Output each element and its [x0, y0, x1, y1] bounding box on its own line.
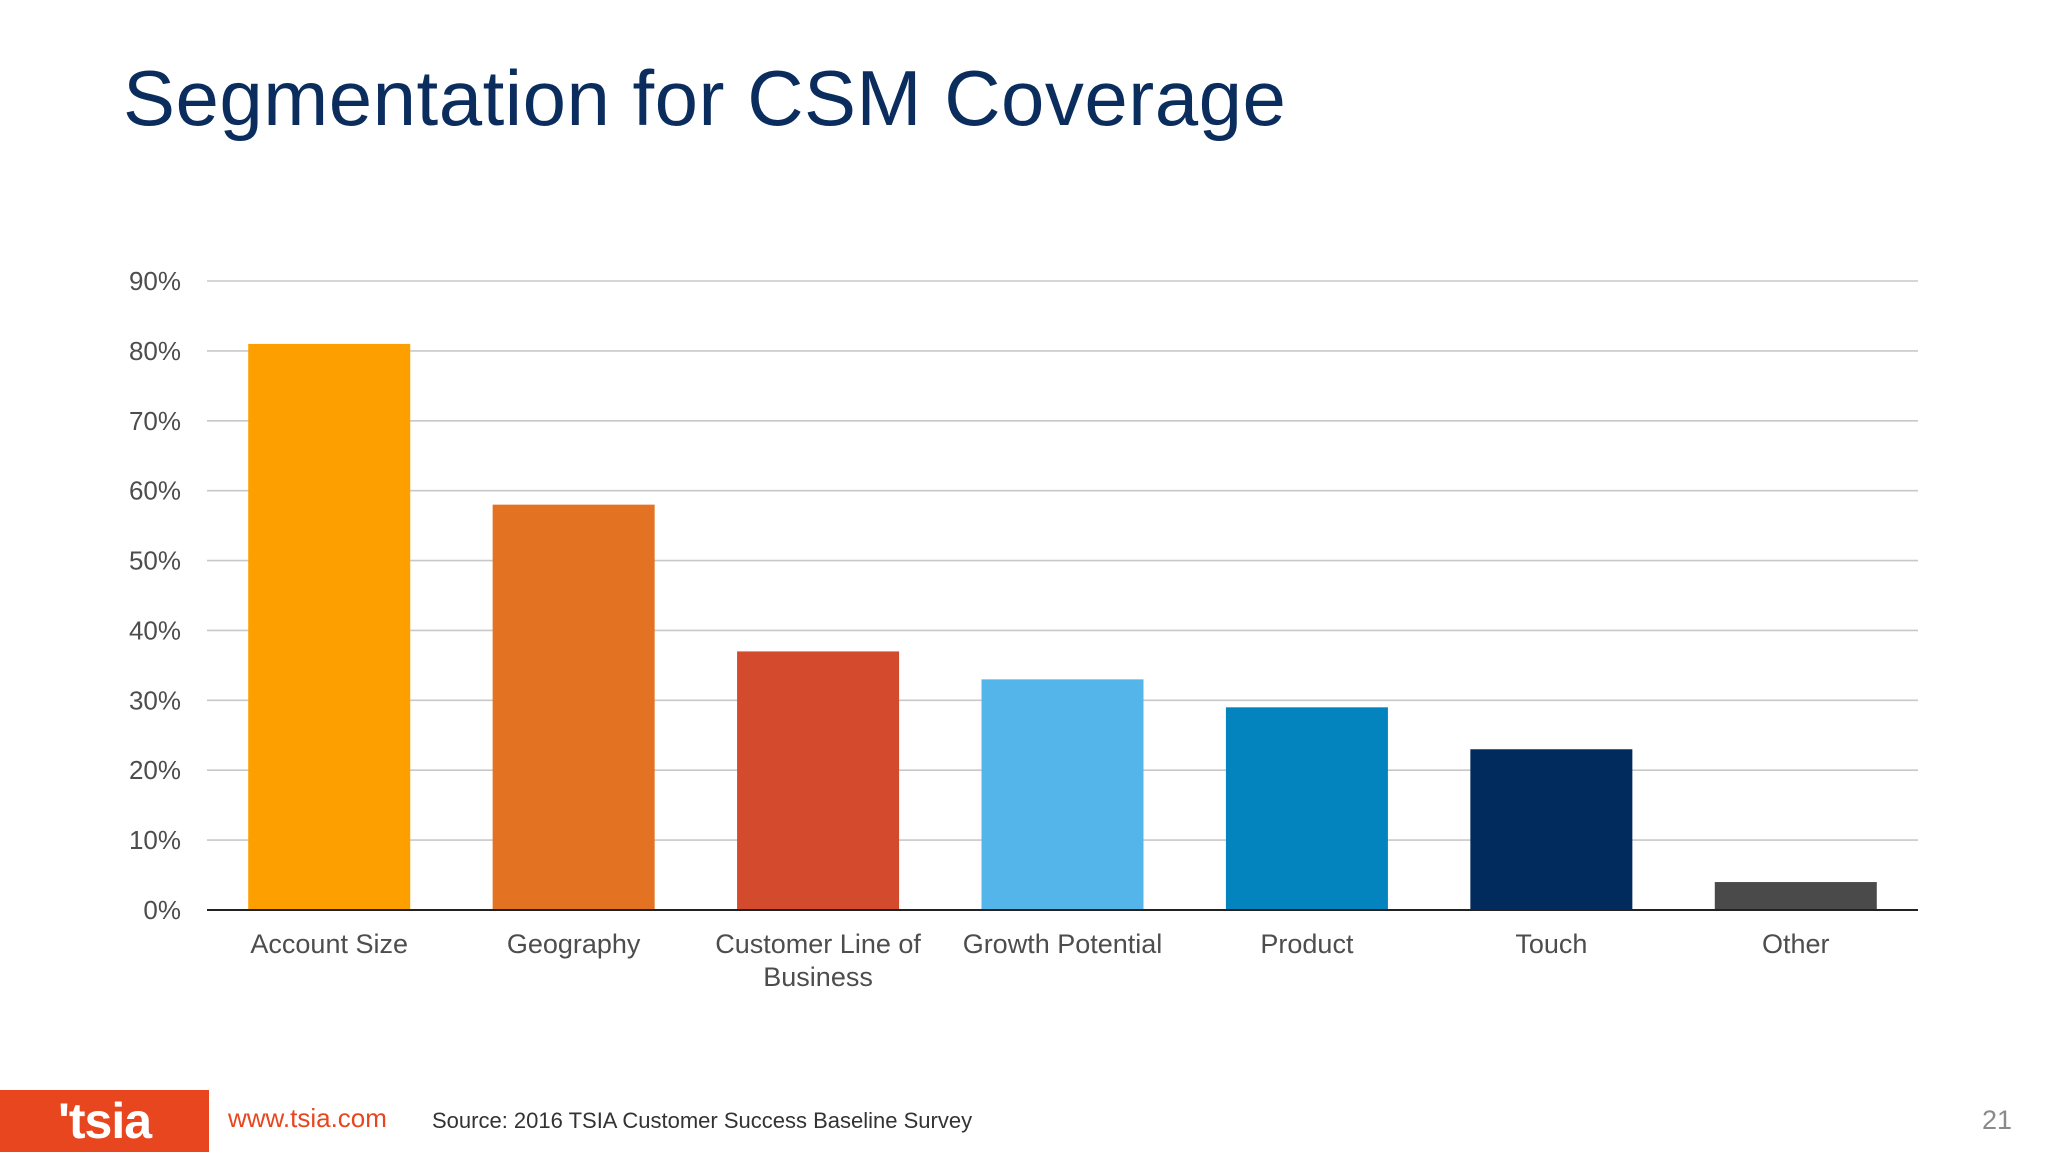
footer-url-link[interactable]: www.tsia.com: [228, 1103, 387, 1133]
chart-y-axis-labels: 0% 10% 20% 30% 40% 50% 60% 70% 80% 90%: [129, 266, 181, 925]
x-tick-label: Other: [1762, 929, 1830, 959]
y-tick-label: 20%: [129, 755, 181, 785]
tsia-logo[interactable]: 'tsia: [0, 1090, 209, 1152]
page-title: Segmentation for CSM Coverage: [123, 54, 1287, 142]
chart-x-axis-labels: Account Size Geography Customer Line of Bus…: [250, 929, 1829, 992]
x-tick-label: Growth Potential: [963, 929, 1163, 959]
bar-account-size: [248, 343, 411, 910]
y-tick-label: 80%: [129, 336, 181, 366]
footer-source-note: Source: 2016 TSIA Customer Success Basel…: [432, 1108, 973, 1133]
x-tick-label: Touch: [1515, 929, 1587, 959]
y-tick-label: 60%: [129, 476, 181, 506]
x-tick-label: Account Size: [250, 929, 408, 959]
y-tick-label: 50%: [129, 546, 181, 576]
bar-product: [1225, 707, 1388, 910]
bar-growth-potential: [981, 679, 1144, 910]
x-tick-label: Customer Line of Business: [715, 929, 921, 992]
y-tick-label: 40%: [129, 615, 181, 645]
page-number: 21: [1981, 1105, 2012, 1135]
y-tick-label: 90%: [129, 266, 181, 296]
y-tick-label: 10%: [129, 825, 181, 855]
x-tick-label: Geography: [507, 929, 641, 959]
bar-geography: [492, 504, 655, 910]
logo-wordmark: 'tsia: [57, 1093, 152, 1149]
y-tick-label: 30%: [129, 685, 181, 715]
bar-touch: [1470, 749, 1633, 910]
chart-bars: [207, 343, 1918, 911]
y-tick-label: 0%: [143, 895, 181, 925]
bar-other: [1714, 882, 1877, 910]
y-tick-label: 70%: [129, 406, 181, 436]
x-tick-label: Product: [1260, 929, 1354, 959]
bar-customer-line-of-business: [737, 651, 900, 910]
